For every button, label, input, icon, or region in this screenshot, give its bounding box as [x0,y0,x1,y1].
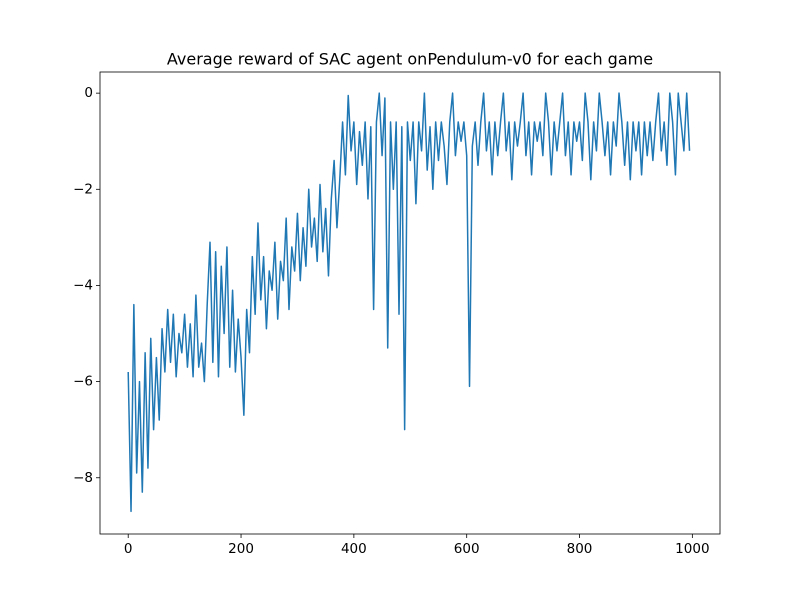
line-series [127,92,691,513]
plot-frame [99,71,721,535]
x-tick-label: 200 [228,541,254,557]
y-tick-label: −2 [73,181,93,197]
x-tick-label: 0 [124,541,133,557]
y-tick-label: −4 [73,277,93,293]
x-tick-label: 800 [567,541,593,557]
y-tick-label: −8 [73,470,93,486]
x-tick-label: 1000 [675,541,709,557]
x-tick-label: 600 [454,541,480,557]
x-tick-label: 400 [341,541,367,557]
y-tick-label: −6 [73,374,93,390]
y-tick-label: 0 [84,85,93,101]
chart-title: Average reward of SAC agent onPendulum-v… [167,50,653,69]
